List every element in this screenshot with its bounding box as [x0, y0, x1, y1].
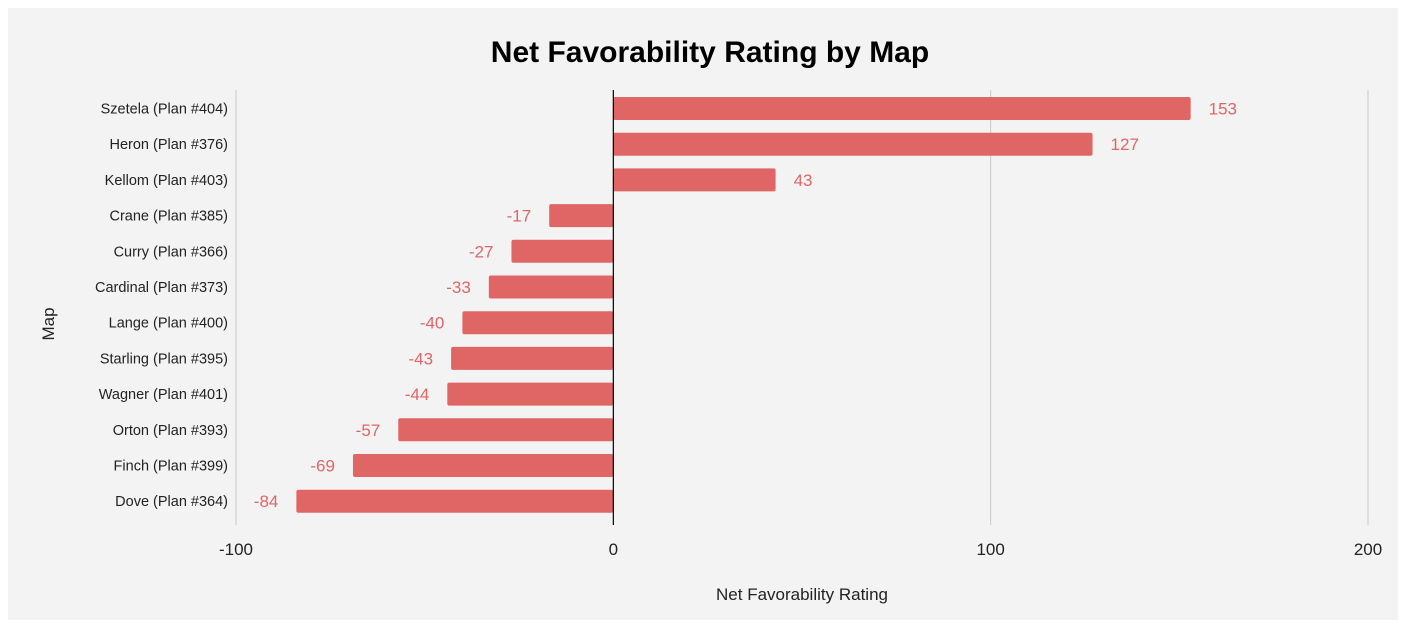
gridlines	[235, 90, 1369, 525]
x-tick-label: 200	[1354, 540, 1382, 559]
data-label: -40	[420, 314, 445, 333]
category-label: Cardinal (Plan #373)	[95, 280, 228, 296]
category-label: Dove (Plan #364)	[115, 494, 228, 510]
category-label: Crane (Plan #385)	[110, 209, 229, 225]
category-label: Orton (Plan #393)	[113, 423, 228, 439]
category-label: Starling (Plan #395)	[100, 351, 228, 367]
chart-title: Net Favorability Rating by Map	[491, 36, 929, 69]
bar	[398, 418, 614, 442]
data-label: -43	[409, 349, 434, 368]
data-label: -17	[507, 207, 532, 226]
bars	[296, 97, 1191, 513]
bar	[613, 97, 1191, 120]
x-axis-title: Net Favorability Rating	[716, 585, 888, 604]
data-labels: 153 127 43 -17 -27 -33-40 -43 -44 -57 -69 -84	[254, 100, 1237, 512]
bar	[511, 239, 614, 263]
data-label: -84	[254, 492, 279, 511]
bar	[488, 275, 614, 299]
category-label: Lange (Plan #400)	[109, 316, 228, 332]
data-label: -57	[356, 421, 381, 440]
category-label: Curry (Plan #366)	[114, 244, 228, 260]
x-tick-label: -100	[219, 540, 253, 559]
bar	[296, 489, 614, 513]
bar	[451, 346, 614, 370]
category-label: Heron (Plan #376)	[110, 137, 229, 153]
category-label: Kellom (Plan #403)	[105, 173, 228, 189]
bar	[352, 454, 614, 477]
bar	[462, 311, 614, 335]
x-tick-label: 0	[609, 540, 618, 559]
category-labels: Szetela (Plan #404) Heron (Plan #376) Kell…	[95, 102, 228, 511]
x-tick-labels: -100 0 100 200	[219, 540, 1382, 559]
data-label: 43	[794, 171, 813, 190]
x-tick-label: 100	[976, 540, 1004, 559]
y-axis-title: Map	[39, 307, 58, 340]
category-label: Szetela (Plan #404)	[101, 102, 228, 118]
data-label: 153	[1209, 100, 1237, 119]
bar	[447, 382, 614, 406]
data-label: 127	[1111, 135, 1139, 154]
data-label: -69	[310, 457, 335, 476]
data-label: -27	[469, 242, 494, 261]
bar	[613, 132, 1093, 156]
data-label: -44	[405, 385, 430, 404]
category-label: Wagner (Plan #401)	[99, 387, 228, 403]
data-label: -33	[446, 278, 471, 297]
bar	[613, 168, 776, 192]
category-label: Finch (Plan #399)	[114, 459, 228, 475]
bar	[549, 204, 614, 228]
